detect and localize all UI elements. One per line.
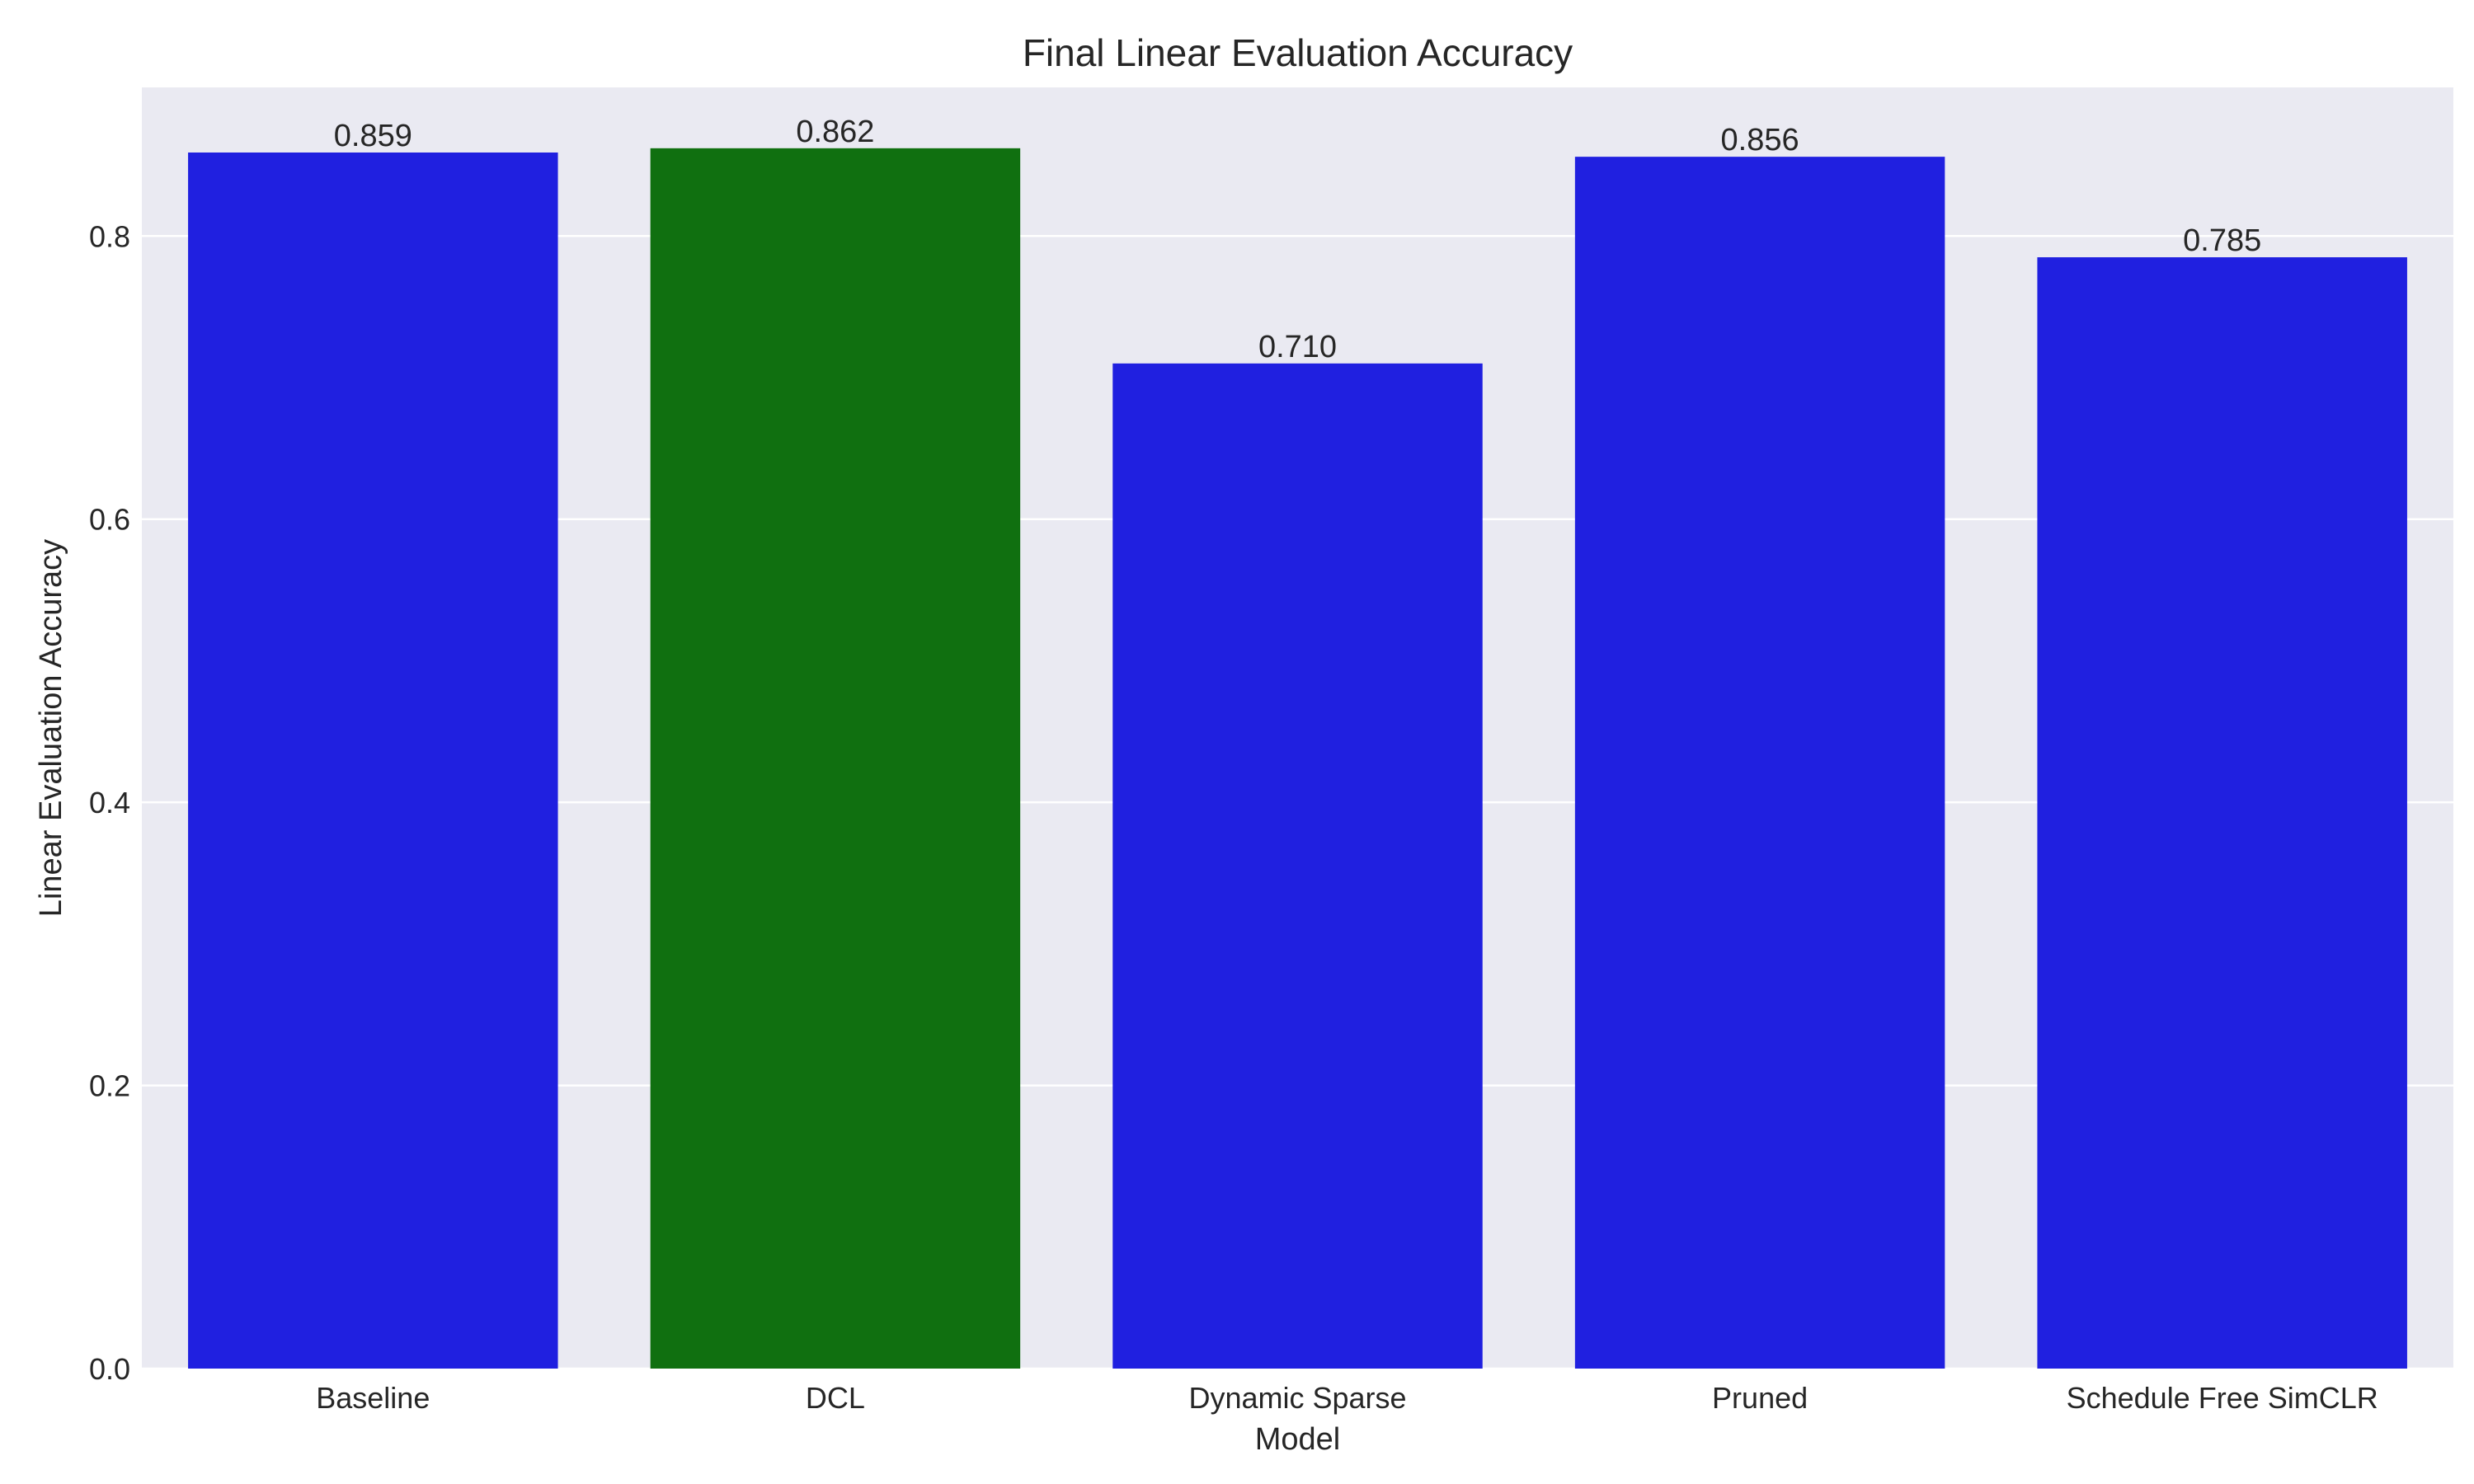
bar-pruned <box>1574 157 1945 1369</box>
bar-value-label: 0.856 <box>1721 123 1799 157</box>
x-tick-label: Pruned <box>1712 1381 1808 1415</box>
bar-schedule-free-simclr <box>2037 257 2407 1369</box>
y-tick-label: 0.6 <box>89 503 130 537</box>
y-axis-label: Linear Evaluation Accuracy <box>34 539 68 917</box>
bar-value-label: 0.785 <box>2183 223 2261 258</box>
y-tick-label: 0.8 <box>89 219 130 253</box>
x-tick-label: DCL <box>806 1381 865 1415</box>
chart-title: Final Linear Evaluation Accuracy <box>1023 31 1573 74</box>
bar-value-label: 0.862 <box>796 115 874 149</box>
x-tick-label: Dynamic Sparse <box>1188 1381 1406 1415</box>
y-tick-label: 0.2 <box>89 1069 130 1103</box>
x-tick-label: Schedule Free SimCLR <box>2067 1381 2378 1415</box>
bars <box>188 148 2407 1369</box>
bar-dcl <box>650 148 1021 1369</box>
x-axis-label: Model <box>1255 1422 1341 1457</box>
bar-value-label: 0.859 <box>334 119 412 153</box>
bar-dynamic-sparse <box>1112 363 1483 1369</box>
x-axis-ticks: Baseline DCL Dynamic Sparse Pruned Schedule … <box>316 1381 2378 1415</box>
x-tick-label: Baseline <box>316 1381 430 1415</box>
y-tick-label: 0.4 <box>89 786 130 819</box>
bar-value-label: 0.710 <box>1258 330 1337 364</box>
y-axis-ticks: 0.0 0.2 0.4 0.6 0.8 <box>89 219 130 1386</box>
bar-baseline <box>188 152 558 1369</box>
data-labels: 0.859 0.862 0.710 0.856 0.785 <box>334 115 2261 364</box>
y-tick-label: 0.0 <box>89 1352 130 1386</box>
